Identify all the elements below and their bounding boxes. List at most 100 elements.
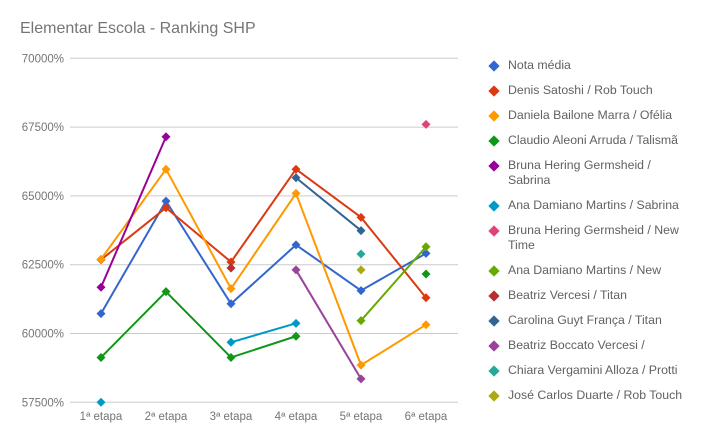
data-point bbox=[226, 337, 236, 347]
y-tick-label: 57500% bbox=[22, 397, 64, 409]
x-tick-label: 2ª etapa bbox=[145, 411, 188, 423]
data-point bbox=[291, 164, 301, 174]
data-point bbox=[356, 212, 366, 222]
data-point bbox=[421, 320, 431, 330]
x-tick-label: 4ª etapa bbox=[275, 411, 318, 423]
legend-marker-icon bbox=[488, 160, 500, 172]
data-point bbox=[291, 240, 301, 250]
data-point bbox=[291, 331, 301, 341]
legend-item[interactable]: Denis Satoshi / Rob Touch bbox=[488, 83, 688, 98]
series-line-segment bbox=[230, 322, 297, 344]
legend-label: Bruna Hering Germsheid / Sabrina bbox=[508, 158, 651, 187]
chart-title: Elementar Escola - Ranking SHP bbox=[20, 20, 256, 37]
data-point bbox=[356, 360, 366, 370]
series-line-segment bbox=[165, 200, 232, 305]
data-point bbox=[356, 286, 366, 296]
series-line-segment bbox=[165, 290, 232, 359]
series-line-segment bbox=[230, 244, 297, 305]
legend-marker-icon bbox=[488, 225, 500, 237]
legend-item[interactable]: Beatriz Vercesi / Titan bbox=[488, 288, 688, 303]
series-line-segment bbox=[100, 206, 167, 261]
series-line-segment bbox=[100, 200, 167, 315]
data-point bbox=[421, 119, 431, 129]
legend: Nota média Denis Satoshi / Rob Touch Danie… bbox=[488, 58, 688, 413]
data-point bbox=[421, 248, 431, 258]
data-point bbox=[161, 132, 171, 142]
data-point bbox=[421, 293, 431, 303]
series-line-segment bbox=[100, 136, 167, 288]
legend-label: Beatriz Vercesi / Titan bbox=[508, 288, 627, 302]
legend-marker-icon bbox=[488, 290, 500, 302]
legend-item[interactable]: Ana Damiano Martins / New bbox=[488, 263, 688, 278]
legend-item[interactable]: Bruna Hering Germsheid / New Time bbox=[488, 223, 688, 253]
y-tick-label: 62500% bbox=[22, 260, 64, 272]
data-point bbox=[96, 352, 106, 362]
legend-item[interactable]: Ana Damiano Martins / Sabrina bbox=[488, 198, 688, 213]
legend-label: Carolina Guyt França / Titan bbox=[508, 313, 662, 327]
y-tick-label: 60000% bbox=[22, 329, 64, 341]
data-point bbox=[291, 188, 301, 198]
legend-marker-icon bbox=[488, 265, 500, 277]
series-line-segment bbox=[360, 216, 427, 299]
legend-label: Ana Damiano Martins / New bbox=[508, 263, 662, 277]
y-tick-label: 65000% bbox=[22, 191, 64, 203]
legend-label: Ana Damiano Martins / Sabrina bbox=[508, 198, 679, 212]
data-point bbox=[161, 287, 171, 297]
legend-label: Beatriz Boccato Vercesi / bbox=[508, 338, 645, 352]
legend-marker-icon bbox=[488, 365, 500, 377]
data-point bbox=[356, 374, 366, 384]
data-point bbox=[226, 257, 236, 267]
data-point bbox=[161, 203, 171, 213]
data-point bbox=[356, 316, 366, 326]
legend-item[interactable]: Daniela Bailone Marra / Ofélia bbox=[488, 108, 688, 123]
data-point bbox=[291, 265, 301, 275]
data-point bbox=[96, 254, 106, 264]
series-line-segment bbox=[360, 246, 427, 322]
legend-marker-icon bbox=[488, 85, 500, 97]
data-point bbox=[226, 299, 236, 309]
data-point bbox=[226, 263, 236, 273]
y-tick-label: 67500% bbox=[22, 122, 64, 134]
legend-marker-icon bbox=[488, 135, 500, 147]
legend-item[interactable]: Beatriz Boccato Vercesi / bbox=[488, 338, 688, 353]
series-line-segment bbox=[295, 176, 362, 232]
data-point bbox=[356, 249, 366, 259]
data-point bbox=[96, 282, 106, 292]
series-line-segment bbox=[230, 192, 297, 290]
legend-label: Chiara Vergamini Alloza / Protti bbox=[508, 363, 678, 377]
legend-item[interactable]: Bruna Hering Germsheid / Sabrina bbox=[488, 158, 688, 188]
series-line-segment bbox=[295, 193, 362, 366]
x-tick-label: 6ª etapa bbox=[405, 411, 448, 423]
legend-item[interactable]: Claudio Aleoni Arruda / Talismã bbox=[488, 133, 688, 148]
data-point bbox=[226, 352, 236, 362]
data-point bbox=[96, 309, 106, 319]
legend-label: José Carlos Duarte / Rob Touch bbox=[508, 388, 683, 402]
x-tick-label: 3ª etapa bbox=[210, 411, 253, 423]
series-line-segment bbox=[165, 168, 232, 290]
legend-marker-icon bbox=[488, 110, 500, 122]
legend-marker-icon bbox=[488, 200, 500, 212]
data-point bbox=[96, 397, 106, 407]
legend-label: Denis Satoshi / Rob Touch bbox=[508, 83, 653, 97]
data-point bbox=[421, 269, 431, 279]
series-line-segment bbox=[100, 290, 167, 359]
series-line-segment bbox=[360, 323, 427, 366]
series-line-segment bbox=[295, 168, 362, 219]
legend-marker-icon bbox=[488, 340, 500, 352]
x-tick-label: 5ª etapa bbox=[340, 411, 383, 423]
legend-item[interactable]: Chiara Vergamini Alloza / Protti bbox=[488, 363, 688, 378]
legend-label: Daniela Bailone Marra / Ofélia bbox=[508, 108, 673, 122]
legend-item[interactable]: José Carlos Duarte / Rob Touch bbox=[488, 388, 688, 403]
legend-marker-icon bbox=[488, 390, 500, 402]
series-line-segment bbox=[230, 335, 297, 359]
legend-item[interactable]: Carolina Guyt França / Titan bbox=[488, 313, 688, 328]
data-point bbox=[161, 164, 171, 174]
data-point bbox=[291, 173, 301, 183]
data-point bbox=[291, 318, 301, 328]
legend-marker-icon bbox=[488, 60, 500, 72]
legend-label: Claudio Aleoni Arruda / Talismã bbox=[508, 133, 678, 147]
legend-marker-icon bbox=[488, 315, 500, 327]
legend-item[interactable]: Nota média bbox=[488, 58, 688, 73]
legend-label: Nota média bbox=[508, 58, 571, 72]
